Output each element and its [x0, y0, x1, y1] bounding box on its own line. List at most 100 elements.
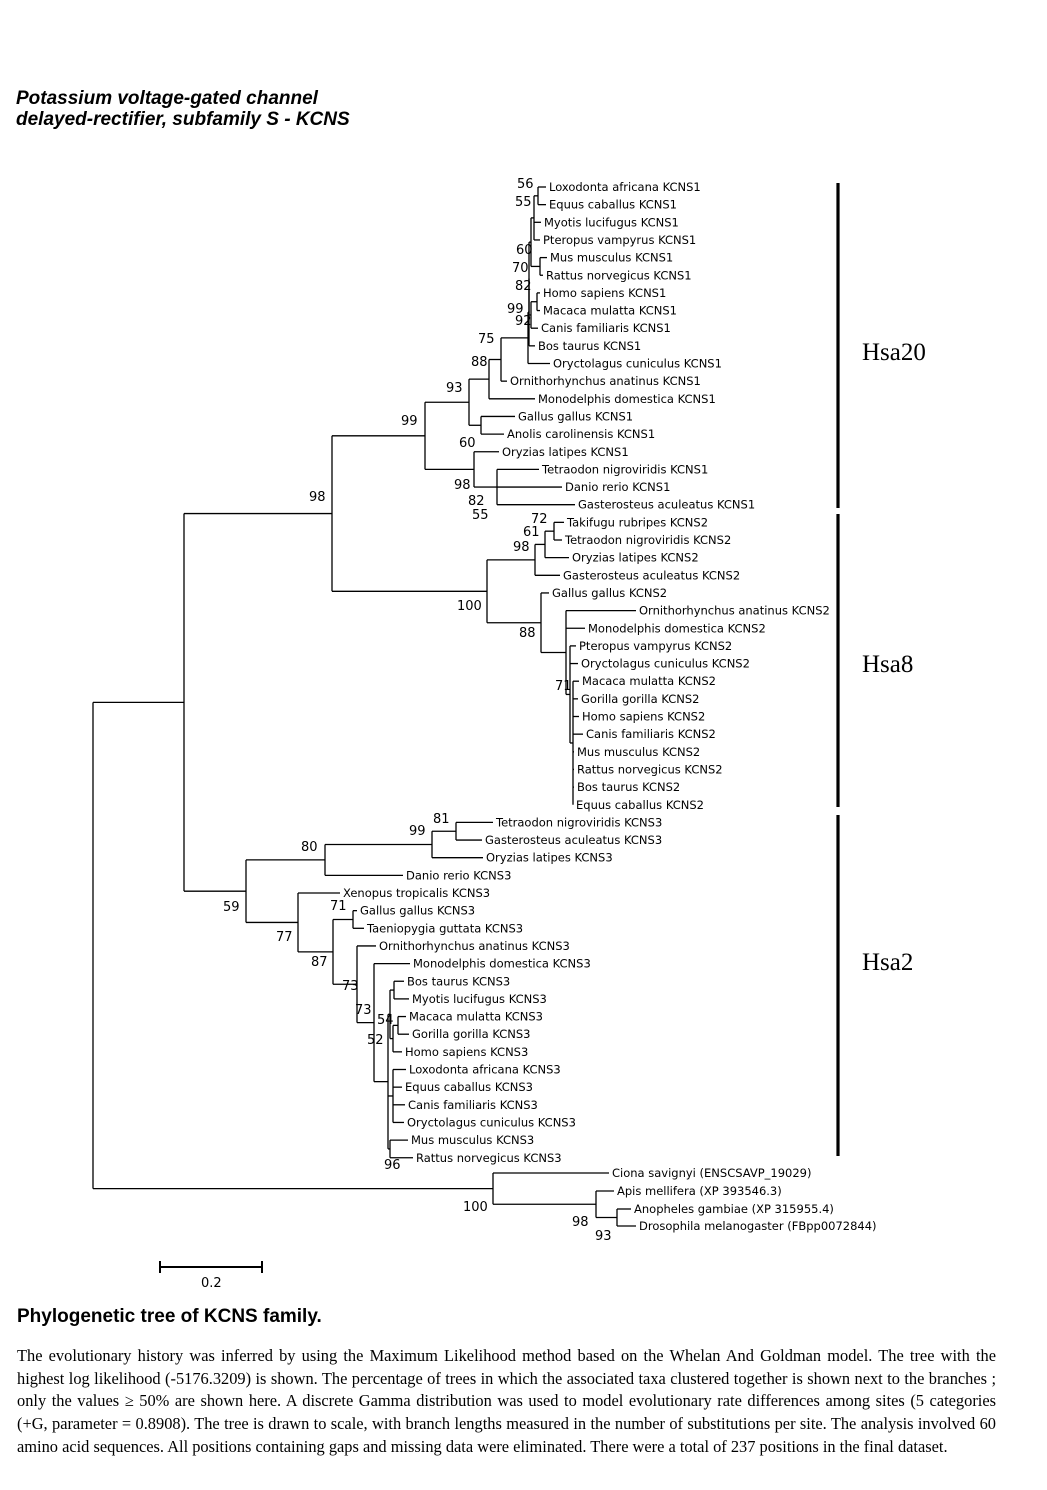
title-line-1: Potassium voltage-gated channel — [16, 88, 318, 109]
taxon-label: Gasterosteus aculeatus KCNS1 — [578, 498, 755, 512]
bootstrap-value: 73 — [342, 979, 359, 994]
taxon-label: Pteropus vampyrus KCNS1 — [543, 233, 696, 247]
taxon-label: Rattus norvegicus KCNS2 — [577, 762, 723, 776]
taxon-label: Gallus gallus KCNS2 — [552, 586, 667, 600]
bootstrap-value: 75 — [478, 332, 495, 347]
caption-text: The evolutionary history was inferred by… — [17, 1346, 996, 1456]
taxon-label: Monodelphis domestica KCNS2 — [588, 621, 766, 635]
taxon-label: Takifugu rubripes KCNS2 — [566, 515, 708, 529]
phylogenetic-tree: Loxodonta africana KCNS1 Equus caballus K… — [92, 177, 926, 1291]
bootstrap-value: 60 — [516, 243, 533, 258]
taxon-label: Equus caballus KCNS3 — [405, 1080, 533, 1094]
bootstrap-value: 98 — [454, 478, 471, 493]
bootstrap-value: 96 — [384, 1158, 401, 1173]
taxon-label: Oryctolagus cuniculus KCNS1 — [553, 357, 722, 371]
bootstrap-value: 73 — [355, 1003, 372, 1018]
bootstrap-value: 82 — [515, 279, 532, 294]
taxon-label: Bos taurus KCNS3 — [407, 974, 510, 988]
taxon-label: Tetraodon nigroviridis KCNS2 — [564, 533, 731, 547]
bootstrap-value: 77 — [276, 930, 293, 945]
bootstrap-value: 88 — [471, 355, 488, 370]
taxon-label: Danio rerio KCNS3 — [406, 868, 511, 882]
clade-label: Hsa20 — [862, 339, 926, 366]
bootstrap-value: 61 — [523, 525, 540, 540]
taxon-label: Homo sapiens KCNS1 — [543, 286, 666, 300]
bootstrap-value: 56 — [517, 177, 534, 192]
taxon-label: Monodelphis domestica KCNS1 — [538, 392, 716, 406]
taxon-label: Macaca mulatta KCNS2 — [582, 674, 716, 688]
bootstrap-value: 82 — [468, 494, 485, 509]
taxon-label: Rattus norvegicus KCNS1 — [546, 268, 692, 282]
bootstrap-value: 98 — [309, 490, 326, 505]
taxon-label: Monodelphis domestica KCNS3 — [413, 957, 591, 971]
taxon-label: Gallus gallus KCNS3 — [360, 904, 475, 918]
taxon-label: Apis mellifera (XP 393546.3) — [617, 1184, 782, 1198]
taxon-label: Gasterosteus aculeatus KCNS3 — [485, 833, 662, 847]
bootstrap-value: 59 — [223, 900, 240, 915]
bootstrap-value: 60 — [459, 436, 476, 451]
bootstrap-value: 81 — [433, 812, 450, 827]
bootstrap-value: 71 — [330, 899, 347, 914]
bootstrap-value: 98 — [513, 540, 530, 555]
bootstrap-value: 71 — [555, 679, 572, 694]
taxon-label: Macaca mulatta KCNS1 — [543, 304, 677, 318]
bootstrap-value: 55 — [515, 195, 532, 210]
taxon-label: Xenopus tropicalis KCNS3 — [343, 886, 490, 900]
bootstrap-value: 93 — [446, 381, 463, 396]
taxon-label: Homo sapiens KCNS3 — [405, 1045, 528, 1059]
title-line-2: delayed-rectifier, subfamily S - KCNS — [16, 109, 350, 130]
bootstrap-value: 100 — [463, 1200, 488, 1215]
taxon-label: Drosophila melanogaster (FBpp0072844) — [639, 1219, 877, 1233]
taxon-label: Bos taurus KCNS1 — [538, 339, 641, 353]
caption-heading: Phylogenetic tree of KCNS family. — [17, 1306, 322, 1327]
taxon-label: Loxodonta africana KCNS3 — [409, 1063, 561, 1077]
taxon-label: Tetraodon nigroviridis KCNS1 — [541, 462, 708, 476]
taxon-label: Oryzias latipes KCNS1 — [502, 445, 629, 459]
taxon-label: Anopheles gambiae (XP 315955.4) — [634, 1202, 834, 1216]
bootstrap-value: 88 — [519, 626, 536, 641]
clade-label: Hsa8 — [862, 651, 913, 678]
bootstrap-value: 80 — [301, 840, 318, 855]
taxon-label: Oryctolagus cuniculus KCNS3 — [407, 1115, 576, 1129]
bootstrap-value: 99 — [401, 414, 418, 429]
taxon-label: Oryzias latipes KCNS3 — [486, 851, 613, 865]
taxon-label: Mus musculus KCNS2 — [577, 745, 700, 759]
taxon-label: Pteropus vampyrus KCNS2 — [579, 639, 732, 653]
taxon-label: Rattus norvegicus KCNS3 — [416, 1151, 562, 1165]
bootstrap-value: 99 — [507, 302, 524, 317]
taxon-label: Oryctolagus cuniculus KCNS2 — [581, 657, 750, 671]
taxon-label: Canis familiaris KCNS3 — [408, 1098, 538, 1112]
bootstrap-value: 98 — [572, 1215, 589, 1230]
taxon-label: Myotis lucifugus KCNS1 — [544, 215, 679, 229]
taxon-label: Equus caballus KCNS2 — [576, 798, 704, 812]
taxon-label: Homo sapiens KCNS2 — [582, 710, 705, 724]
taxon-label: Macaca mulatta KCNS3 — [409, 1010, 543, 1024]
taxon-label: Gasterosteus aculeatus KCNS2 — [563, 568, 740, 582]
taxon-label: Ornithorhynchus anatinus KCNS2 — [639, 604, 830, 618]
taxon-label: Mus musculus KCNS3 — [411, 1133, 534, 1147]
bootstrap-value: 92 — [515, 314, 532, 329]
bootstrap-value: 54 — [377, 1013, 394, 1028]
taxon-label: Anolis carolinensis KCNS1 — [507, 427, 655, 441]
scale-label: 0.2 — [201, 1276, 222, 1291]
bootstrap-value: 93 — [595, 1229, 612, 1244]
taxon-label: Tetraodon nigroviridis KCNS3 — [495, 815, 662, 829]
bootstrap-value: 70 — [512, 261, 529, 276]
taxon-label: Gorilla gorilla KCNS3 — [412, 1027, 530, 1041]
bootstrap-value: 72 — [531, 512, 548, 527]
taxon-label: Gorilla gorilla KCNS2 — [581, 692, 699, 706]
taxon-label: Gallus gallus KCNS1 — [518, 409, 633, 423]
taxon-label: Ciona savignyi (ENSCSAVP_19029) — [612, 1166, 812, 1180]
taxon-label: Mus musculus KCNS1 — [550, 251, 673, 265]
bootstrap-value: 87 — [311, 955, 328, 970]
taxon-label: Bos taurus KCNS2 — [577, 780, 680, 794]
taxon-label: Taeniopygia guttata KCNS3 — [366, 921, 523, 935]
taxon-label: Oryzias latipes KCNS2 — [572, 551, 699, 565]
taxon-label: Ornithorhynchus anatinus KCNS3 — [379, 939, 570, 953]
clade-label: Hsa2 — [862, 949, 913, 976]
figure-title: Potassium voltage-gated channel delayed-… — [16, 88, 616, 130]
bootstrap-value: 99 — [409, 824, 426, 839]
taxon-label: Loxodonta africana KCNS1 — [549, 180, 701, 194]
bootstrap-value: 55 — [472, 508, 489, 523]
taxon-label: Ornithorhynchus anatinus KCNS1 — [510, 374, 701, 388]
